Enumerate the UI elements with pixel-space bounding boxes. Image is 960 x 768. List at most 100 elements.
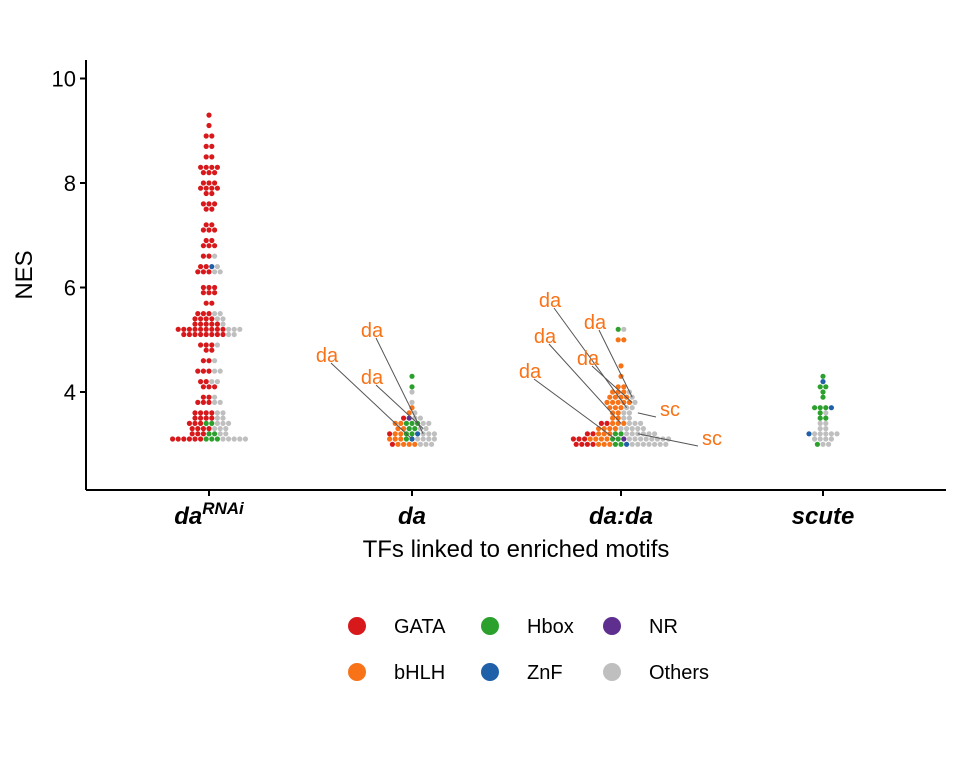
point-others (640, 441, 647, 447)
point-gata (214, 185, 220, 191)
point-gata (198, 342, 204, 348)
point-others (226, 331, 232, 338)
point-nr (621, 436, 627, 442)
point-bhlh (392, 431, 398, 437)
point-others (212, 399, 218, 405)
point-others (242, 436, 248, 442)
point-gata (192, 415, 198, 421)
point-gata (203, 264, 209, 270)
point-gata (203, 206, 209, 212)
y-tick-label: 10 (52, 67, 76, 92)
point-others (237, 436, 243, 442)
x-tick-label-scute: scute (792, 503, 855, 530)
point-gata (198, 410, 204, 416)
legend-item-gata: GATA (348, 616, 446, 638)
point-gata (582, 436, 588, 442)
point-gata (200, 358, 206, 364)
point-gata (200, 227, 206, 233)
point-bhlh (618, 363, 624, 369)
point-bhlh (398, 436, 404, 442)
point-others (212, 358, 218, 364)
point-gata (209, 410, 215, 416)
point-gata (186, 331, 192, 338)
point-others (223, 431, 229, 437)
x-tick-label-main: scute (792, 503, 855, 530)
point-others (626, 410, 633, 416)
point-gata (206, 269, 212, 275)
annotation-label: da (361, 320, 384, 342)
point-gata (203, 143, 209, 149)
point-others (834, 431, 840, 437)
point-znf (209, 264, 215, 270)
point-gata (604, 420, 610, 426)
point-others (643, 436, 649, 442)
point-others (223, 426, 229, 432)
point-znf (828, 405, 835, 411)
annotation-label: da (534, 326, 557, 348)
point-gata (181, 326, 187, 332)
point-others (823, 426, 829, 432)
point-others (212, 253, 218, 259)
annotation-leader-line (548, 343, 622, 424)
y-tick-label: 6 (64, 276, 76, 301)
point-gata (200, 253, 206, 259)
point-gata (195, 431, 201, 437)
point-hbox (612, 441, 619, 447)
point-bhlh (607, 394, 613, 400)
point-bhlh (596, 441, 602, 447)
point-gata (186, 326, 192, 332)
point-gata (195, 368, 201, 374)
point-bhlh (601, 431, 607, 437)
point-bhlh (621, 337, 627, 343)
y-tick-label: 4 (64, 380, 76, 405)
point-bhlh (412, 441, 418, 447)
point-gata (209, 185, 215, 191)
point-gata (214, 164, 220, 170)
point-gata (175, 436, 181, 442)
point-gata (212, 227, 218, 233)
point-bhlh (610, 399, 616, 405)
point-bhlh (604, 399, 610, 405)
point-gata (203, 410, 209, 416)
point-others (817, 431, 823, 437)
annotation-leader-line (553, 307, 628, 408)
annotation-leader-line (591, 365, 633, 403)
point-gata (195, 311, 201, 317)
point-others (214, 342, 220, 348)
point-gata (192, 331, 198, 338)
point-hbox (820, 373, 826, 379)
point-others (423, 426, 429, 432)
point-gata (206, 284, 212, 291)
annotation-label: da (584, 312, 607, 334)
point-gata (200, 269, 206, 275)
point-znf (415, 431, 421, 437)
point-others (624, 426, 630, 432)
point-gata (209, 222, 215, 228)
point-gata (198, 185, 204, 191)
point-gata (198, 379, 204, 385)
point-others (217, 311, 223, 317)
annotation-label: da (519, 361, 542, 383)
point-others (828, 431, 835, 437)
point-gata (212, 201, 218, 207)
point-gata (203, 321, 209, 327)
annotation-leader-line (637, 433, 699, 447)
point-others (226, 420, 232, 426)
point-gata (200, 394, 206, 400)
legend-item-others: Others (603, 662, 709, 684)
point-gata (206, 384, 212, 390)
point-gata (198, 326, 204, 332)
point-gata (212, 180, 218, 186)
annotation-label: sc (702, 428, 722, 450)
point-gata (198, 164, 204, 170)
point-others (214, 420, 220, 426)
point-hbox (615, 326, 621, 332)
point-gata (206, 394, 212, 400)
y-axis-title: NES (11, 250, 38, 299)
point-others (823, 431, 829, 437)
point-others (220, 436, 226, 442)
point-gata (181, 331, 187, 338)
point-hbox (206, 431, 212, 437)
point-others (231, 331, 237, 338)
